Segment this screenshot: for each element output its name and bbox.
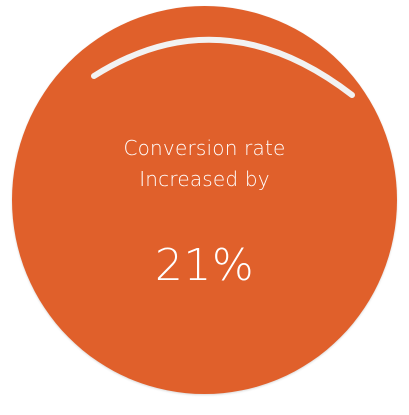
stat-circle [12,6,397,394]
stat-value: 21% [154,240,255,291]
stat-subtitle: Increased by [139,167,270,191]
stat-title: Conversion rate [123,136,286,160]
